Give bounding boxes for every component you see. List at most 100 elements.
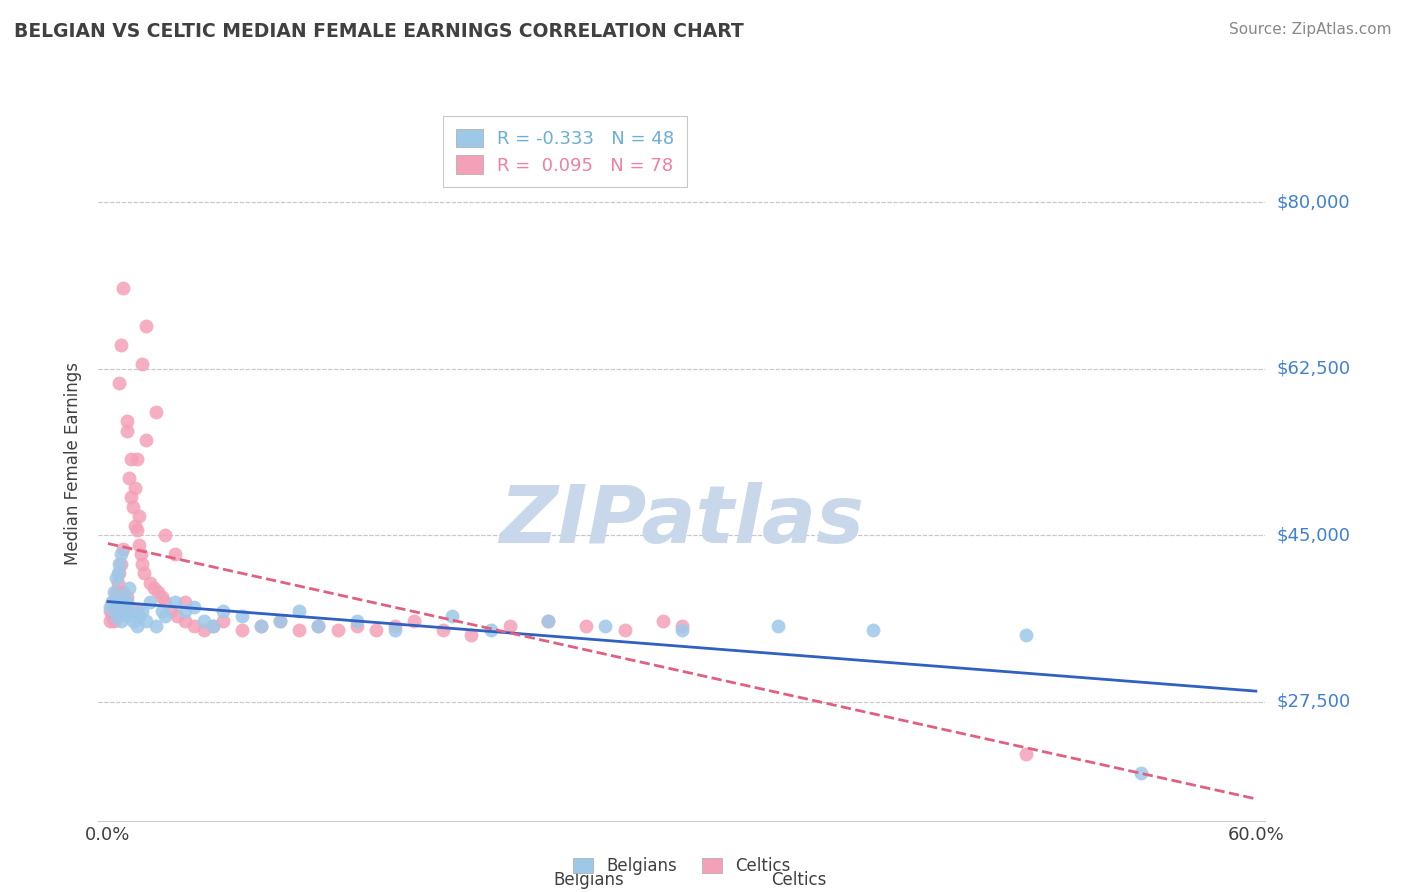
Point bbox=[118, 581, 141, 595]
Point bbox=[131, 604, 153, 618]
Point bbox=[155, 609, 177, 624]
Point bbox=[537, 614, 560, 628]
Point bbox=[307, 618, 329, 632]
Point bbox=[479, 624, 502, 638]
Point bbox=[114, 604, 136, 618]
Point bbox=[537, 614, 560, 628]
Point bbox=[110, 614, 132, 628]
Point bbox=[1130, 766, 1153, 780]
Point bbox=[1015, 747, 1038, 761]
Text: ZIPatlas: ZIPatlas bbox=[499, 482, 865, 560]
Y-axis label: Median Female Earnings: Median Female Earnings bbox=[65, 362, 83, 566]
Point bbox=[98, 604, 121, 618]
Point bbox=[125, 524, 148, 538]
Point bbox=[125, 452, 148, 467]
Point bbox=[432, 624, 454, 638]
Point bbox=[441, 609, 464, 624]
Point bbox=[108, 604, 131, 618]
Point bbox=[307, 618, 329, 632]
Point bbox=[134, 566, 156, 581]
Point bbox=[135, 318, 157, 333]
Point bbox=[269, 614, 291, 628]
Point bbox=[575, 618, 598, 632]
Point bbox=[250, 618, 273, 632]
Point bbox=[166, 609, 188, 624]
Point bbox=[128, 509, 150, 524]
Point bbox=[104, 604, 127, 618]
Point bbox=[142, 581, 165, 595]
Point bbox=[115, 414, 138, 428]
Point bbox=[173, 604, 195, 618]
Point bbox=[135, 614, 157, 628]
Text: BELGIAN VS CELTIC MEDIAN FEMALE EARNINGS CORRELATION CHART: BELGIAN VS CELTIC MEDIAN FEMALE EARNINGS… bbox=[14, 22, 744, 41]
Point bbox=[112, 585, 135, 599]
Point bbox=[288, 604, 311, 618]
Point bbox=[163, 547, 186, 561]
Point bbox=[183, 599, 205, 614]
Point bbox=[120, 490, 142, 504]
Point bbox=[250, 618, 273, 632]
Text: Celtics: Celtics bbox=[770, 871, 827, 888]
Point bbox=[193, 614, 215, 628]
Point bbox=[183, 618, 205, 632]
Point bbox=[346, 614, 368, 628]
Point bbox=[104, 585, 127, 599]
Point bbox=[101, 609, 124, 624]
Point bbox=[124, 481, 146, 495]
Text: $27,500: $27,500 bbox=[1277, 693, 1351, 711]
Point bbox=[120, 604, 142, 618]
Point bbox=[110, 338, 132, 352]
Point bbox=[98, 614, 121, 628]
Point bbox=[103, 614, 125, 628]
Point bbox=[671, 624, 693, 638]
Point bbox=[107, 575, 129, 590]
Point bbox=[163, 595, 186, 609]
Point bbox=[139, 575, 162, 590]
Text: Source: ZipAtlas.com: Source: ZipAtlas.com bbox=[1229, 22, 1392, 37]
Point bbox=[862, 624, 884, 638]
Point bbox=[139, 595, 162, 609]
Point bbox=[131, 357, 153, 371]
Point bbox=[108, 604, 131, 618]
Point bbox=[671, 618, 693, 632]
Point bbox=[160, 604, 183, 618]
Point bbox=[108, 585, 131, 599]
Point bbox=[104, 609, 127, 624]
Point bbox=[326, 624, 349, 638]
Point bbox=[104, 571, 127, 585]
Point bbox=[124, 518, 146, 533]
Point bbox=[202, 618, 225, 632]
Point bbox=[101, 595, 124, 609]
Point bbox=[384, 624, 406, 638]
Point bbox=[112, 590, 135, 604]
Point bbox=[155, 595, 177, 609]
Point bbox=[404, 614, 426, 628]
Point bbox=[121, 614, 143, 628]
Point bbox=[150, 590, 173, 604]
Point bbox=[202, 618, 225, 632]
Point bbox=[135, 433, 157, 447]
Point bbox=[115, 424, 138, 438]
Point bbox=[613, 624, 636, 638]
Point bbox=[114, 595, 136, 609]
Point bbox=[145, 618, 167, 632]
Point bbox=[112, 281, 135, 295]
Point bbox=[460, 628, 482, 642]
Point bbox=[107, 595, 129, 609]
Text: $62,500: $62,500 bbox=[1277, 359, 1351, 377]
Point bbox=[110, 557, 132, 571]
Point bbox=[125, 604, 148, 618]
Point bbox=[108, 557, 131, 571]
Point bbox=[114, 604, 136, 618]
Point bbox=[108, 376, 131, 390]
Point bbox=[231, 624, 253, 638]
Point bbox=[211, 614, 233, 628]
Point bbox=[288, 624, 311, 638]
Point bbox=[131, 557, 153, 571]
Text: Belgians: Belgians bbox=[553, 871, 624, 888]
Point bbox=[107, 609, 129, 624]
Point bbox=[103, 599, 125, 614]
Point bbox=[1015, 628, 1038, 642]
Point bbox=[128, 609, 150, 624]
Point bbox=[115, 609, 138, 624]
